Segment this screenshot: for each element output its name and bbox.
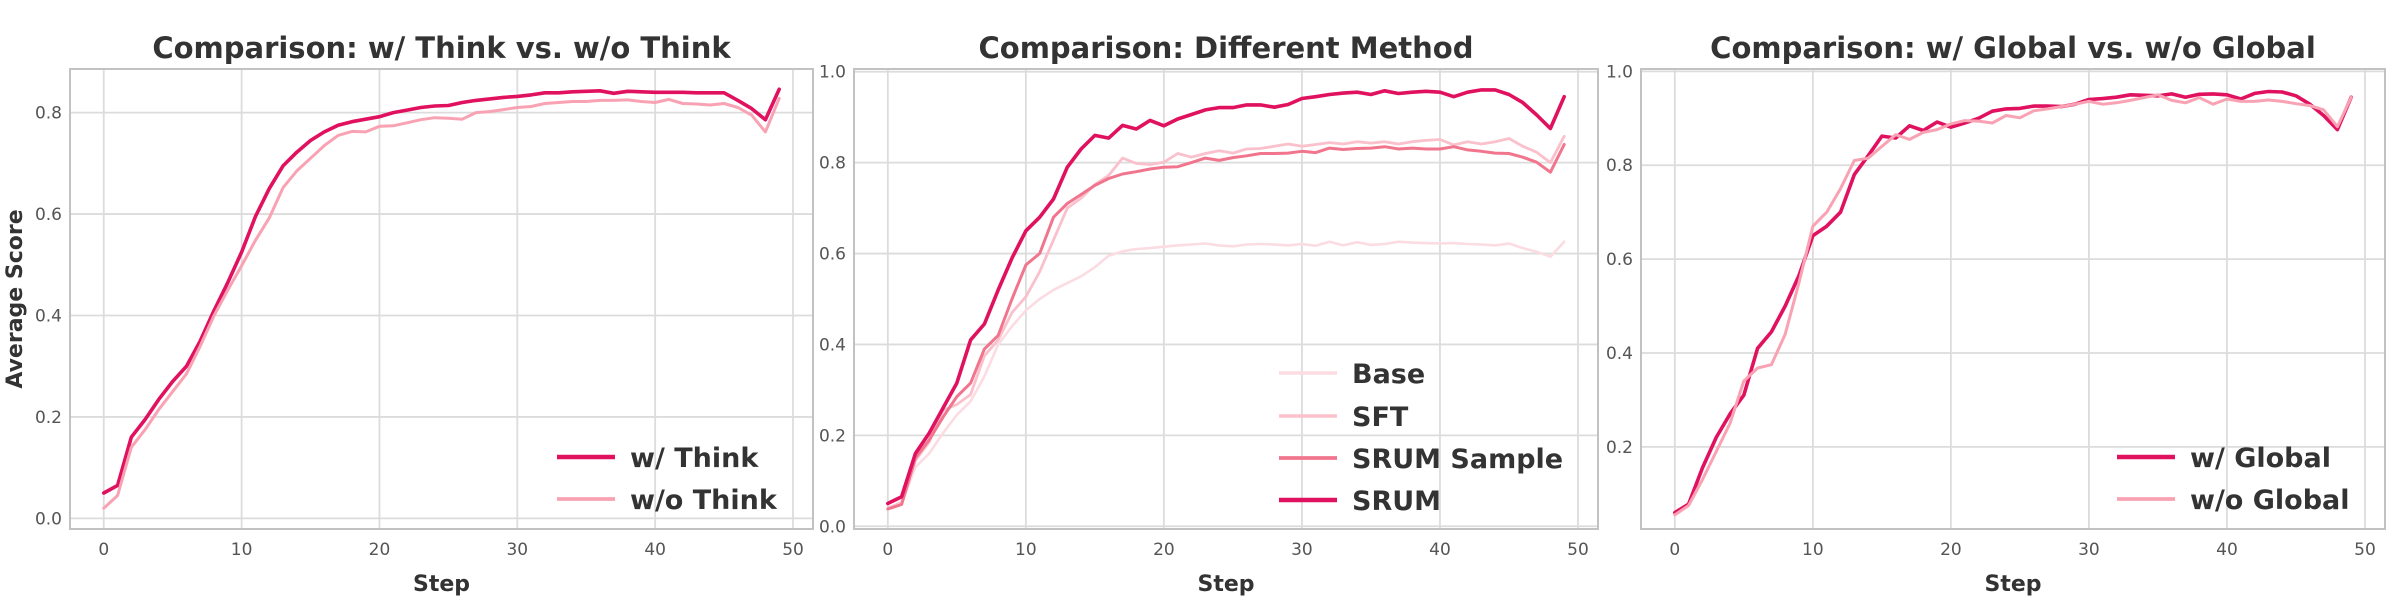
y-tick-label: 0.4 [819,335,846,355]
x-tick-label: 40 [1429,540,1451,560]
x-tick-label: 50 [1567,540,1589,560]
series-line-w-o-global [1673,93,2353,517]
x-tick-label: 0 [1669,540,1680,560]
y-tick-label: 0.6 [819,245,846,265]
y-tick-label: 0.8 [1606,156,1633,176]
x-tick-label: 0 [98,540,109,560]
y-tick-label: 0.8 [35,104,62,124]
y-tick-label: 0.6 [35,205,62,225]
x-tick-label: 0 [882,540,893,560]
x-tick-label: 10 [1015,540,1037,560]
chart-title: Comparison: Different Method [979,31,1474,65]
x-tick-label: 50 [782,540,804,560]
y-tick-label: 0.2 [1606,438,1633,458]
y-tick-label: 0.0 [819,517,846,537]
y-tick-label: 0.4 [1606,344,1633,364]
x-tick-label: 20 [1153,540,1175,560]
plot-border [69,68,814,530]
x-tick-label: 50 [2354,540,2376,560]
legend-label: w/o Global [2190,485,2350,516]
series-line-w-think [102,87,782,495]
y-tick-label: 0.8 [819,154,846,174]
series-line-w-o-think [102,96,781,510]
legend-label: w/ Think [630,443,759,474]
series-line-w-global [1673,89,2353,515]
series-line-srum [885,88,1566,506]
y-tick-label: 0.2 [35,408,62,428]
legend-label: SRUM [1352,486,1441,517]
plot-border [1640,68,2386,530]
x-tick-label: 10 [1802,540,1824,560]
chart-title: Comparison: w/ Global vs. w/o Global [1710,31,2316,65]
x-tick-label: 40 [2216,540,2238,560]
x-axis-label: Step [1197,572,1254,597]
series-line-sft [886,134,1566,510]
y-tick-label: 1.0 [1606,62,1633,82]
legend-label: w/ Global [2190,443,2331,474]
series-line-base [886,240,1566,510]
x-tick-label: 30 [506,540,528,560]
x-axis-label: Step [413,572,470,597]
x-tick-label: 40 [644,540,666,560]
x-tick-label: 30 [1291,540,1313,560]
x-tick-label: 30 [2078,540,2100,560]
y-tick-label: 0.0 [35,509,62,529]
series-line-srum-sample [886,143,1566,511]
x-tick-label: 20 [369,540,391,560]
y-tick-label: 0.4 [35,306,62,326]
x-tick-label: 10 [231,540,253,560]
chart-title: Comparison: w/ Think vs. w/o Think [152,31,731,65]
y-axis-label: Average Score [3,209,28,388]
y-tick-label: 0.2 [819,426,846,446]
legend-label: SFT [1352,402,1409,433]
legend-label: w/o Think [630,485,778,516]
x-axis-label: Step [1984,572,2041,597]
legend-label: SRUM Sample [1352,444,1563,475]
y-tick-label: 1.0 [819,63,846,83]
x-tick-label: 20 [1940,540,1962,560]
plot-border [853,68,1599,530]
legend-label: Base [1352,359,1425,390]
y-tick-label: 0.6 [1606,250,1633,270]
